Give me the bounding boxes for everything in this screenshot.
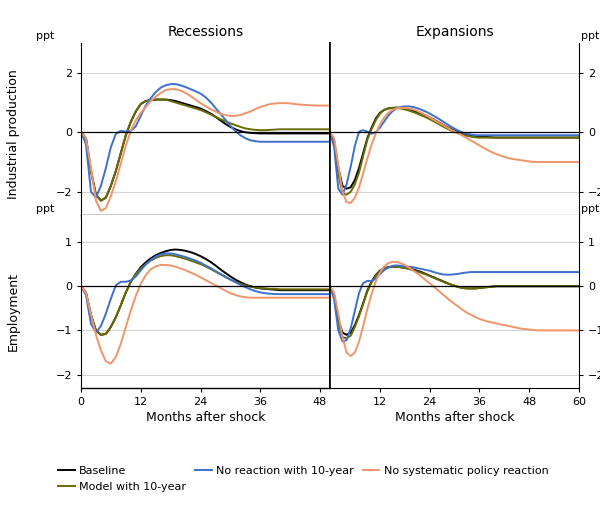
- Title: Expansions: Expansions: [415, 25, 494, 39]
- Text: Employment: Employment: [7, 272, 20, 351]
- X-axis label: Months after shock: Months after shock: [146, 411, 265, 424]
- Legend: Baseline, Model with 10-year, No reaction with 10-year, No systematic policy rea: Baseline, Model with 10-year, No reactio…: [53, 462, 553, 496]
- X-axis label: Months after shock: Months after shock: [395, 411, 514, 424]
- Text: ppt: ppt: [581, 31, 600, 42]
- Text: ppt: ppt: [36, 31, 55, 42]
- Text: Industrial production: Industrial production: [7, 69, 20, 199]
- Text: ppt: ppt: [581, 204, 600, 214]
- Title: Recessions: Recessions: [167, 25, 244, 39]
- Text: ppt: ppt: [36, 204, 55, 214]
